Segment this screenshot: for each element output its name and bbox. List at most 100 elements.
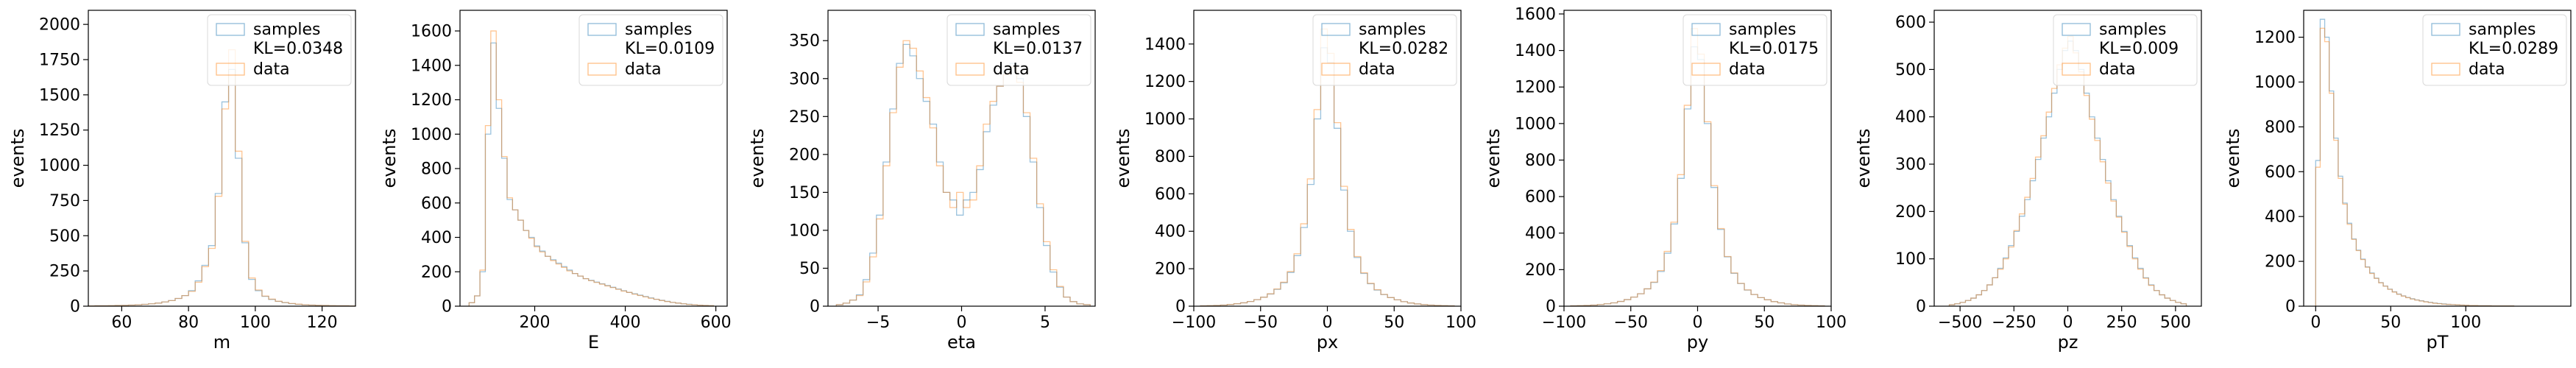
legend-label-samples: samples: [993, 21, 1060, 39]
legend-box: [2422, 14, 2567, 86]
y-tick-label: 800: [1155, 148, 1186, 166]
y-tick-label: 100: [789, 222, 820, 240]
x-tick-label: −250: [1992, 314, 2036, 332]
legend-label-samples: samples: [253, 21, 320, 39]
legend-swatch-data: [2431, 63, 2460, 76]
x-axis-label: E: [588, 332, 599, 353]
y-tick-label: 300: [789, 70, 820, 88]
y-tick-label: 1200: [2254, 29, 2296, 47]
legend-label-kl: KL=0.0348: [253, 40, 343, 58]
y-tick-label: 0: [1175, 298, 1186, 316]
y-tick-label: 0: [70, 298, 80, 316]
histogram-data: [2315, 27, 2515, 307]
y-tick-label: 300: [1895, 156, 1926, 174]
x-tick-label: 50: [1384, 314, 1404, 332]
legend-swatch-samples: [216, 23, 245, 36]
y-tick-label: 250: [49, 263, 80, 281]
legend-swatch-data: [1321, 63, 1351, 76]
y-tick-label: 1250: [39, 121, 80, 140]
y-axis-label: events: [1113, 129, 1133, 188]
legend-swatch-samples: [2431, 23, 2460, 36]
x-tick-label: 250: [2106, 314, 2137, 332]
legend-label-data: data: [2099, 60, 2136, 79]
y-tick-label: 1000: [1144, 110, 1186, 129]
legend-swatch-samples: [1321, 23, 1351, 36]
y-tick-label: 600: [1895, 14, 1926, 32]
x-tick-label: 500: [2160, 314, 2191, 332]
y-tick-label: 2000: [39, 16, 80, 35]
legend-label-samples: samples: [1359, 21, 1426, 39]
legend-label-data: data: [253, 60, 290, 79]
legend-label-kl: KL=0.0282: [1359, 40, 1448, 58]
x-tick-label: −100: [1542, 314, 1586, 332]
axes-frame: [88, 10, 356, 307]
legend-label-kl: KL=0.009: [2099, 40, 2179, 58]
histogram-data: [88, 49, 356, 307]
y-tick-label: 600: [421, 194, 452, 213]
x-tick-label: 0: [1693, 314, 1703, 332]
histogram-data: [468, 30, 715, 306]
legend-swatch-samples: [2062, 23, 2091, 36]
chart-panel-px: −100 −50 0 50 1000200400600800100012001400px…: [1113, 10, 1476, 353]
legend-label-kl: KL=0.0137: [993, 40, 1083, 58]
legend-box: [2053, 14, 2198, 86]
histogram-data: [835, 40, 1091, 306]
legend-label-kl: KL=0.0289: [2469, 40, 2558, 58]
y-axis-label: events: [1853, 129, 1874, 188]
x-axis-label: pT: [2427, 332, 2449, 353]
y-tick-label: 1750: [39, 52, 80, 70]
legend-swatch-samples: [1691, 23, 1721, 36]
y-tick-label: 1400: [411, 57, 452, 75]
y-tick-label: 500: [49, 227, 80, 246]
y-tick-label: 400: [1525, 224, 1556, 243]
axes-frame: [459, 10, 728, 307]
y-tick-label: 1000: [411, 126, 452, 144]
y-tick-label: 200: [2265, 253, 2296, 272]
chart-panel-m: 60 80 100 120 0 250 500 750 1000 1250 1500 1750 2000…: [7, 10, 356, 353]
x-tick-label: 400: [610, 314, 641, 332]
y-tick-label: 1400: [1144, 35, 1186, 54]
y-tick-label: 200: [1525, 261, 1556, 280]
y-tick-label: 1200: [411, 91, 452, 110]
y-tick-label: 1200: [1515, 79, 1556, 97]
chart-panel-pz: −500 −250 0 250 500 0 100 200 300 400 500 600 pz even…: [1853, 10, 2202, 353]
y-tick-label: 150: [789, 184, 820, 202]
legend-box: [1312, 14, 1457, 86]
legend-label-kl: KL=0.0109: [625, 40, 715, 58]
x-tick-label: 0: [2310, 314, 2321, 332]
y-tick-label: 0: [810, 298, 820, 316]
y-tick-label: 200: [789, 146, 820, 164]
y-tick-label: 400: [1895, 108, 1926, 127]
chart-panel-e: 200 400 600 0 200 400 600 800 1000 1200 1400 1600 Ee…: [379, 10, 732, 353]
panels: 60 80 100 120025050075010001250150017502000…: [7, 5, 2572, 353]
x-axis-label: pz: [2058, 332, 2078, 353]
x-tick-label: −100: [1172, 314, 1216, 332]
legend-box: [946, 14, 1091, 86]
legend-label-samples: samples: [1729, 21, 1796, 39]
y-tick-label: 400: [421, 229, 452, 247]
legend-swatch-data: [1691, 63, 1721, 76]
x-tick-label: −5: [866, 314, 890, 332]
histogram-samples: [468, 42, 715, 306]
x-tick-label: −50: [1614, 314, 1648, 332]
x-tick-label: 50: [2380, 314, 2401, 332]
y-axis-label: events: [379, 129, 400, 188]
legend-swatch-samples: [955, 23, 985, 36]
legend-swatch-data: [955, 63, 985, 76]
x-tick-label: 600: [701, 314, 732, 332]
y-axis-label: events: [1483, 129, 1504, 188]
chart-panel-py: −100 −50 0 50 100020040060080010001200140016…: [1483, 5, 1847, 353]
legend-label-samples: samples: [2099, 21, 2166, 39]
y-tick-label: 400: [1155, 223, 1186, 241]
y-tick-label: 1500: [39, 86, 80, 105]
legend-box: [207, 14, 352, 86]
legend-label-samples: samples: [2469, 21, 2536, 39]
histogram-samples: [835, 43, 1091, 306]
y-tick-label: 0: [2285, 298, 2296, 316]
x-tick-label: 0: [1323, 314, 1333, 332]
legend-label-samples: samples: [625, 21, 692, 39]
histogram-samples: [1200, 47, 1455, 307]
x-tick-label: 100: [1446, 314, 1476, 332]
